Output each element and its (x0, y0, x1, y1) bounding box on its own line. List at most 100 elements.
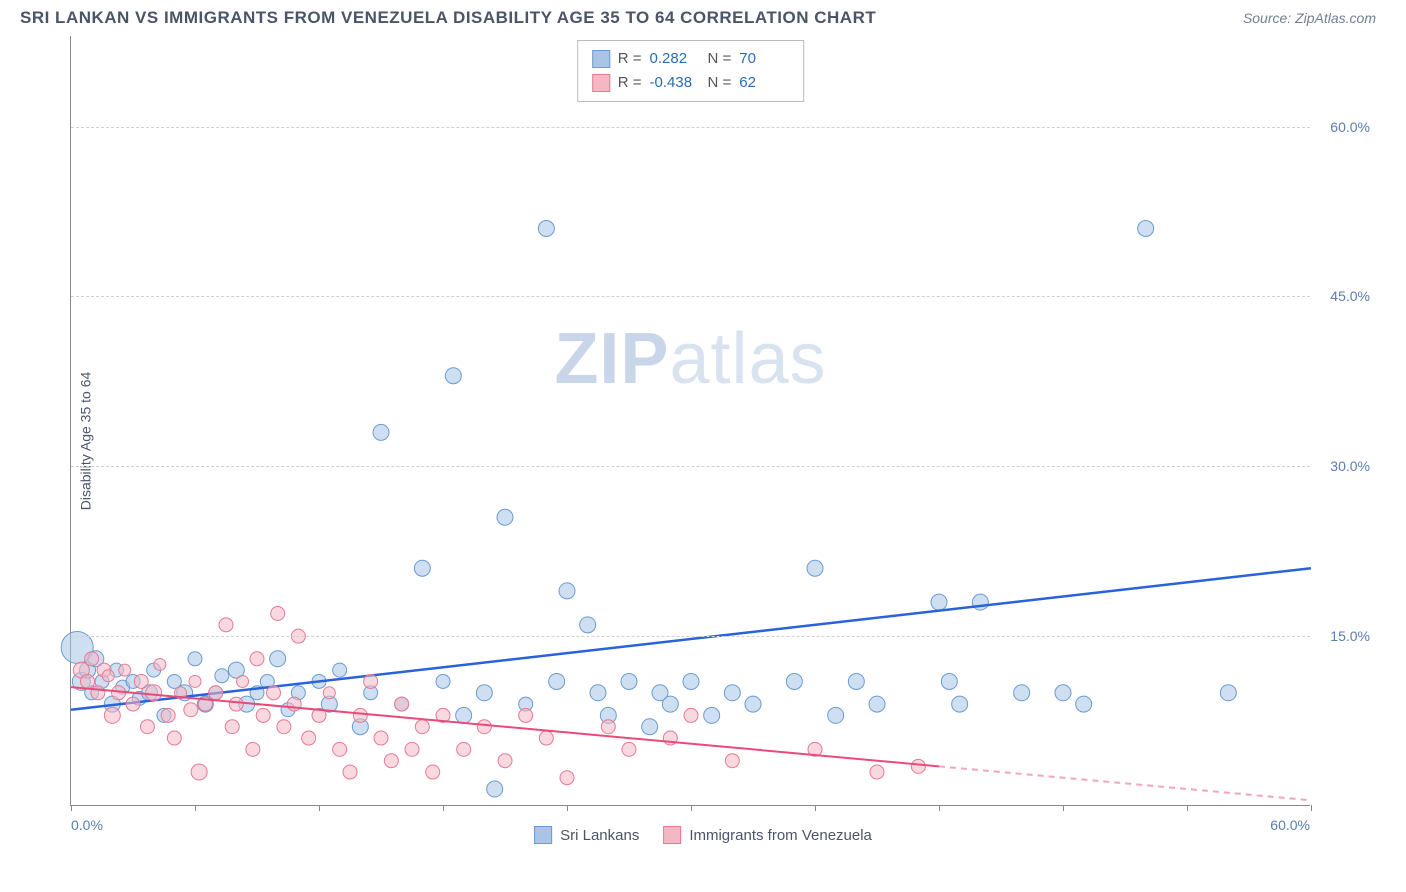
scatter-point (807, 560, 823, 576)
scatter-point (126, 697, 140, 711)
scatter-point (250, 652, 264, 666)
scatter-point (684, 708, 698, 722)
scatter-point (621, 673, 637, 689)
stat-r-value: 0.282 (650, 47, 700, 71)
scatter-point (384, 754, 398, 768)
scatter-point (477, 720, 491, 734)
y-tick-label: 45.0% (1330, 288, 1370, 304)
scatter-point (229, 697, 243, 711)
x-tick (71, 805, 72, 811)
scatter-point (333, 663, 347, 677)
chart-title: SRI LANKAN VS IMMIGRANTS FROM VENEZUELA … (20, 8, 876, 28)
scatter-point (405, 742, 419, 756)
scatter-point (219, 618, 233, 632)
scatter-point (497, 509, 513, 525)
x-tick (691, 805, 692, 811)
chart-source: Source: ZipAtlas.com (1243, 10, 1376, 26)
scatter-point (1138, 221, 1154, 237)
x-min-label: 0.0% (71, 817, 103, 833)
scatter-point (642, 719, 658, 735)
stat-n-label: N = (708, 47, 732, 71)
stat-r-label: R = (618, 47, 642, 71)
scatter-point (580, 617, 596, 633)
scatter-point (277, 720, 291, 734)
gridline (71, 636, 1310, 637)
stat-n-label: N = (708, 71, 732, 95)
x-tick (195, 805, 196, 811)
chart-header: SRI LANKAN VS IMMIGRANTS FROM VENEZUELA … (0, 0, 1406, 36)
plot-svg (71, 36, 1311, 806)
x-tick (1311, 805, 1312, 811)
scatter-point (445, 368, 461, 384)
plot-area: ZIPatlas R =0.282N =70R =-0.438N =62 0.0… (70, 36, 1310, 806)
scatter-point (498, 754, 512, 768)
scatter-point (745, 696, 761, 712)
scatter-point (287, 697, 301, 711)
y-tick-label: 60.0% (1330, 119, 1370, 135)
scatter-point (725, 754, 739, 768)
scatter-point (256, 708, 270, 722)
x-tick (567, 805, 568, 811)
scatter-point (119, 664, 131, 676)
scatter-point (414, 560, 430, 576)
scatter-point (353, 708, 367, 722)
stat-n-value: 62 (739, 71, 789, 95)
scatter-point (167, 731, 181, 745)
scatter-point (267, 686, 281, 700)
scatter-point (869, 696, 885, 712)
legend-label: Sri Lankans (560, 827, 639, 844)
scatter-point (1055, 685, 1071, 701)
scatter-point (436, 674, 450, 688)
scatter-point (911, 759, 925, 773)
scatter-point (590, 685, 606, 701)
stats-row: R =-0.438N =62 (592, 71, 790, 95)
scatter-point (102, 670, 114, 682)
scatter-point (146, 685, 162, 701)
scatter-point (395, 697, 409, 711)
trend-line-dashed (939, 766, 1311, 800)
scatter-point (560, 771, 574, 785)
scatter-point (271, 607, 285, 621)
scatter-point (704, 707, 720, 723)
scatter-point (931, 594, 947, 610)
scatter-point (724, 685, 740, 701)
stat-r-value: -0.438 (650, 71, 700, 95)
scatter-point (237, 675, 249, 687)
scatter-point (189, 675, 201, 687)
scatter-point (225, 720, 239, 734)
scatter-point (539, 731, 553, 745)
x-tick (1063, 805, 1064, 811)
legend-item: Sri Lankans (534, 826, 639, 844)
scatter-point (426, 765, 440, 779)
scatter-point (1076, 696, 1092, 712)
scatter-point (91, 686, 105, 700)
scatter-point (184, 703, 198, 717)
scatter-point (487, 781, 503, 797)
scatter-point (81, 674, 95, 688)
y-tick-label: 30.0% (1330, 458, 1370, 474)
scatter-point (209, 686, 223, 700)
legend-label: Immigrants from Venezuela (689, 827, 872, 844)
scatter-point (457, 742, 471, 756)
scatter-point (373, 424, 389, 440)
scatter-point (154, 658, 166, 670)
stats-swatch (592, 74, 610, 92)
stats-row: R =0.282N =70 (592, 47, 790, 71)
gridline (71, 127, 1310, 128)
scatter-point (270, 651, 286, 667)
scatter-point (85, 652, 99, 666)
scatter-point (1014, 685, 1030, 701)
scatter-point (662, 696, 678, 712)
scatter-point (364, 674, 378, 688)
y-tick-label: 15.0% (1330, 628, 1370, 644)
scatter-point (333, 742, 347, 756)
scatter-point (519, 708, 533, 722)
scatter-point (870, 765, 884, 779)
x-tick (443, 805, 444, 811)
x-tick (319, 805, 320, 811)
gridline (71, 296, 1310, 297)
scatter-point (1220, 685, 1236, 701)
scatter-point (549, 673, 565, 689)
chart-container: Disability Age 35 to 64 ZIPatlas R =0.28… (20, 36, 1386, 846)
x-tick (815, 805, 816, 811)
